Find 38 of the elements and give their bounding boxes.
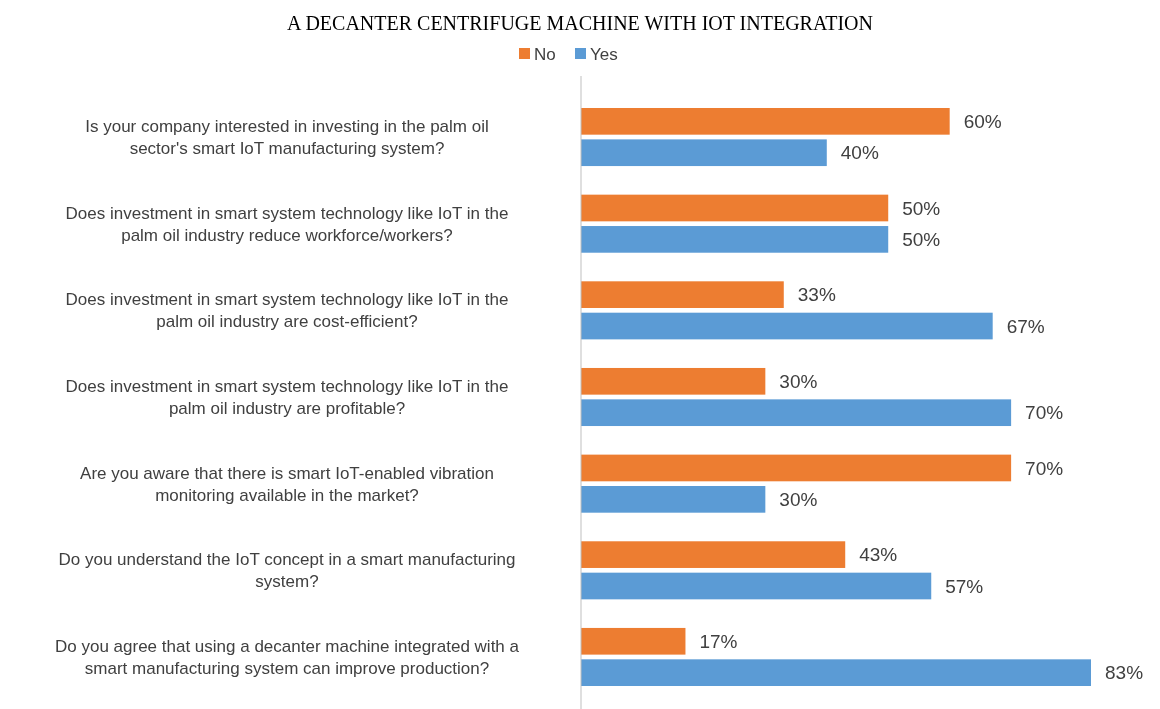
y-tick-label: Are you aware that there is smart IoT-enabled vibration monitoring available in the market? — [80, 463, 494, 505]
bar — [581, 659, 1091, 686]
data-label: 83% — [1105, 662, 1144, 684]
bar — [581, 572, 932, 600]
data-label: 50% — [902, 229, 941, 251]
data-label: 17% — [699, 630, 738, 652]
data-label: 67% — [1006, 315, 1045, 337]
y-tick-label: Do you agree that using a decanter machine integrated with a smart manufacturing system can improve production? — [54, 636, 520, 678]
bar — [581, 108, 950, 135]
data-label: 43% — [859, 544, 898, 566]
bar — [581, 541, 846, 568]
bar — [581, 226, 889, 253]
y-tick-label: Does investment in smart system technology like IoT in the palm oil industry reduce workforce/workers? — [65, 203, 509, 245]
bar — [581, 139, 827, 167]
data-label: 57% — [945, 575, 984, 597]
bar — [581, 367, 766, 395]
legend-label: No — [534, 44, 556, 64]
data-label: 70% — [1025, 402, 1064, 424]
bar — [581, 194, 889, 222]
bar — [581, 281, 784, 308]
bar — [581, 312, 993, 340]
bar — [581, 627, 686, 655]
y-tick-label: Is your company interested in investing in the palm oil sector's smart IoT manufacturing system? — [85, 116, 489, 158]
y-tick-label: Does investment in smart system technology like IoT in the palm oil industry are cost-efficient? — [65, 290, 509, 332]
data-label: 50% — [902, 197, 941, 219]
data-label: 30% — [779, 370, 818, 392]
data-label: 33% — [797, 284, 836, 306]
data-label: 70% — [1025, 457, 1064, 479]
data-label: 40% — [840, 142, 879, 164]
data-label: 30% — [779, 489, 818, 510]
legend-label: Yes — [590, 44, 618, 64]
y-tick-label: Do you understand the IoT concept in a smart manufacturing system? — [58, 550, 516, 592]
chart-title: A DECANTER CENTRIFUGE MACHINE WITH IOT INTEGRATION — [287, 12, 873, 34]
bar — [581, 486, 766, 513]
y-tick-label: Does investment in smart system technology like IoT in the palm oil industry are profitable? — [65, 376, 509, 418]
data-label: 60% — [963, 110, 1002, 132]
bar — [581, 454, 1012, 482]
bar — [581, 399, 1012, 427]
